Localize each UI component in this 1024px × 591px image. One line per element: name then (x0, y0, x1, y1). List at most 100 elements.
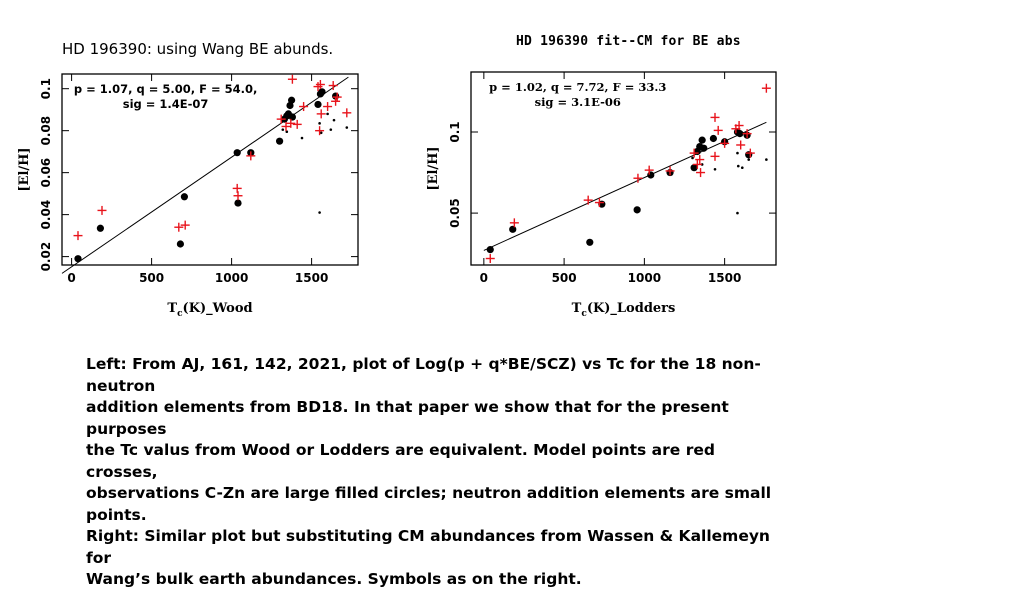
y-tick-label: 0.04 (39, 200, 53, 230)
model-cross (281, 121, 291, 131)
model-cross (97, 205, 107, 215)
model-cross (594, 198, 604, 208)
model-cross (734, 121, 744, 131)
observed-point (96, 224, 104, 232)
observed-point (176, 240, 184, 248)
model-cross (509, 218, 519, 228)
neutron-point (281, 128, 285, 131)
model-cross (665, 166, 675, 176)
model-cross (633, 173, 643, 183)
observed-point (709, 134, 717, 143)
observed-point (698, 136, 706, 144)
model-cross (332, 92, 342, 102)
observed-point (736, 130, 744, 138)
neutron-point (345, 126, 349, 129)
left-slide-title: HD 196390: using Wang BE abunds. (62, 40, 334, 58)
x-tick-label: 0 (67, 271, 75, 285)
neutron-point (736, 211, 739, 215)
observed-point (288, 113, 296, 121)
caption-line-6: Wang’s bulk earth abundances. Symbols as… (86, 570, 582, 588)
neutron-point (332, 118, 336, 122)
model-cross (174, 222, 184, 232)
model-cross (233, 191, 243, 201)
observed-point (74, 255, 82, 263)
observed-point (288, 96, 296, 104)
model-cross (180, 220, 190, 230)
chart-wood: 0 500 1000 1500 0.02 0.04 0.06 0.08 0.1 Tc(K)_Woo… (17, 73, 359, 319)
model-cross (692, 159, 702, 169)
model-cross (276, 114, 286, 124)
caption: Left: From AJ, 161, 142, 2021, plot of L… (86, 354, 786, 591)
model-cross (232, 183, 242, 193)
neutron-point (318, 211, 321, 214)
x-tick-label: 0 (480, 271, 488, 285)
y-tick-label: 0.05 (448, 198, 462, 228)
model-cross (761, 83, 771, 93)
model-cross (292, 119, 302, 129)
x-tick-label: 1000 (628, 271, 661, 285)
model-cross (736, 140, 746, 150)
caption-line-5: Right: Similar plot but substituting CM … (86, 527, 770, 567)
model-cross (323, 102, 333, 112)
observed-point (314, 100, 322, 109)
model-cross (331, 96, 341, 106)
model-cross (583, 195, 593, 205)
x-tick-label: 500 (552, 271, 577, 285)
model-cross (315, 79, 325, 89)
model-cross (316, 109, 326, 119)
model-cross (287, 74, 297, 84)
x-axis-label: Tc(K)_Lodders (572, 301, 676, 319)
y-tick-label: 0.02 (39, 242, 53, 272)
observed-point (700, 144, 708, 152)
model-cross (246, 151, 256, 161)
observed-point (486, 245, 494, 254)
model-cross (299, 102, 309, 112)
model-cross (710, 151, 720, 161)
observed-point (633, 206, 641, 214)
neutron-point (318, 122, 321, 125)
y-tick-label: 0.08 (39, 116, 53, 146)
observed-point (318, 88, 326, 96)
observed-point (586, 238, 594, 246)
neutron-point (740, 166, 744, 169)
y-axis-label: [El/H] (17, 147, 32, 191)
neutron-point (765, 158, 768, 161)
model-cross (644, 165, 654, 175)
model-cross (689, 148, 699, 158)
plot-frame (61, 73, 359, 266)
model-cross (286, 118, 296, 128)
model-cross (713, 125, 723, 135)
neutron-point (747, 158, 751, 161)
model-cross (328, 81, 338, 91)
neutron-point (329, 128, 333, 131)
fit-annotation: p = 1.02, q = 7.72, F = 33.3 sig = 3.1E-0… (489, 80, 666, 109)
neutron-point (713, 168, 717, 171)
observed-point (233, 149, 241, 157)
x-tick-label: 1000 (215, 271, 248, 285)
x-axis-label: Tc(K)_Wood (167, 301, 252, 319)
neutron-point (691, 156, 694, 160)
chart-lodders: 0 500 1000 1500 0.05 0.1 Tc(K)_Lodders [El/H] p … (426, 71, 777, 319)
x-tick-label: 1500 (708, 271, 741, 285)
neutron-point (326, 112, 329, 116)
fit-annotation: p = 1.07, q = 5.00, F = 54.0, sig = 1.4E-… (74, 82, 257, 111)
model-cross (695, 155, 705, 165)
observed-point (690, 164, 698, 172)
caption-line-4: observations C-Zn are large filled circl… (86, 484, 772, 524)
neutron-point (300, 136, 304, 140)
model-cross (745, 148, 755, 158)
neutron-point (736, 164, 740, 168)
model-cross (315, 126, 325, 136)
y-tick-label: 0.1 (39, 78, 53, 99)
observed-point (276, 137, 284, 145)
caption-line-2: addition elements from BD18. In that pap… (86, 398, 729, 438)
observed-point (180, 193, 188, 201)
plot-frame (470, 71, 777, 266)
fit-line (61, 76, 349, 274)
neutron-point (745, 155, 749, 158)
observed-point (647, 171, 655, 179)
observed-point (234, 199, 242, 207)
model-cross (720, 138, 730, 148)
neutron-point (319, 131, 323, 135)
model-cross (742, 129, 752, 139)
